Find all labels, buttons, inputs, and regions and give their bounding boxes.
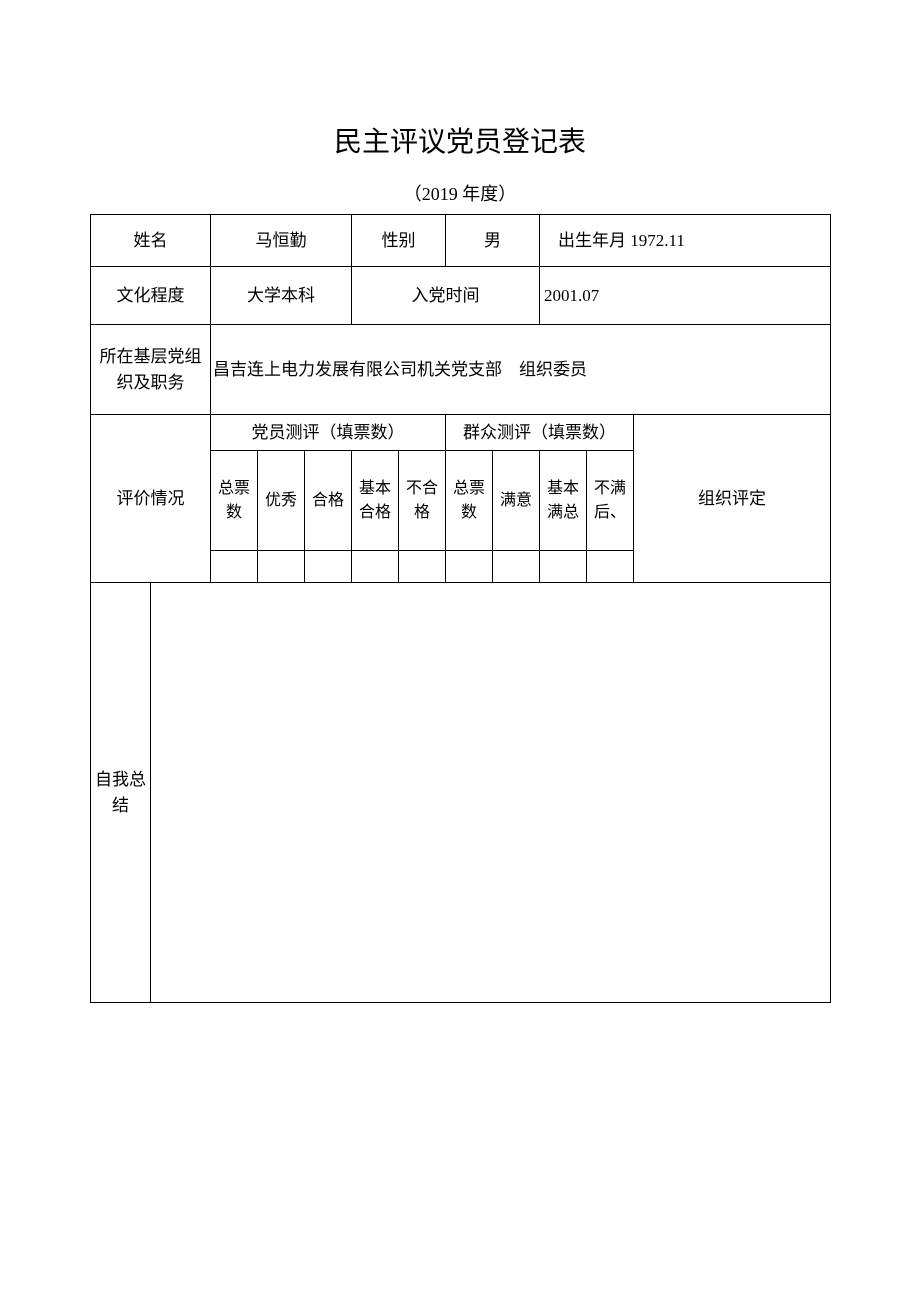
self-summary-value	[151, 583, 831, 1003]
join-value: 2001.07	[540, 267, 831, 325]
party-eval-header: 党员测评（填票数）	[211, 415, 446, 451]
mass-total-value	[446, 551, 493, 583]
self-summary-label: 自我总结	[91, 583, 151, 1003]
org-value: 昌吉连上电力发展有限公司机关党支部 组织委员	[211, 325, 831, 415]
org-label: 所在基层党组织及职务	[91, 325, 211, 415]
party-excellent-value	[258, 551, 305, 583]
mass-total-label: 总票数	[446, 451, 493, 551]
registration-table: 姓名 马恒勤 性别 男 出生年月 1972.11 文化程度 大学本科 入党时间 …	[90, 214, 831, 1003]
org-rating-label: 组织评定	[634, 415, 831, 583]
gender-value: 男	[446, 215, 540, 267]
party-unqualified-label: 不合格	[399, 451, 446, 551]
party-total-value	[211, 551, 258, 583]
mass-unsatisfied-value	[587, 551, 634, 583]
mass-satisfied-value	[493, 551, 540, 583]
name-value: 马恒勤	[211, 215, 352, 267]
education-label: 文化程度	[91, 267, 211, 325]
document-subtitle: （2019 年度）	[90, 180, 830, 206]
party-excellent-label: 优秀	[258, 451, 305, 551]
mass-unsatisfied-label: 不满后、	[587, 451, 634, 551]
party-basic-qualified-value	[352, 551, 399, 583]
name-label: 姓名	[91, 215, 211, 267]
mass-basic-satisfied-value	[540, 551, 587, 583]
mass-eval-header: 群众测评（填票数）	[446, 415, 634, 451]
birth-label-value: 出生年月 1972.11	[540, 215, 831, 267]
party-qualified-label: 合格	[305, 451, 352, 551]
party-unqualified-value	[399, 551, 446, 583]
mass-satisfied-label: 满意	[493, 451, 540, 551]
evaluation-section-label: 评价情况	[91, 415, 211, 583]
party-total-label: 总票数	[211, 451, 258, 551]
document-title: 民主评议党员登记表	[90, 120, 830, 160]
gender-label: 性别	[352, 215, 446, 267]
mass-basic-satisfied-label: 基本满总	[540, 451, 587, 551]
join-label: 入党时间	[352, 267, 540, 325]
party-basic-qualified-label: 基本合格	[352, 451, 399, 551]
education-value: 大学本科	[211, 267, 352, 325]
party-qualified-value	[305, 551, 352, 583]
